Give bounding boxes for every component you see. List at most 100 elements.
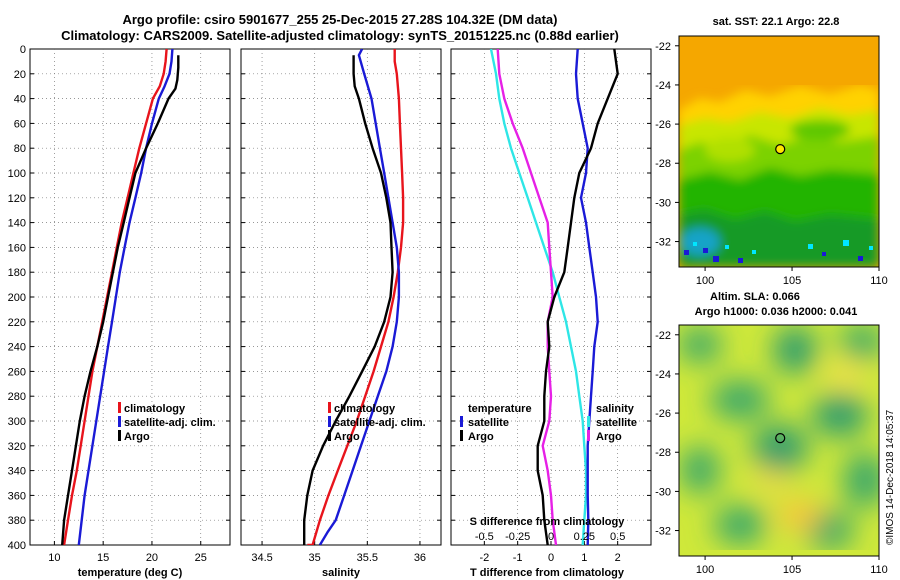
lat-tick-label-22: -22 bbox=[655, 41, 671, 53]
series-line-climatology bbox=[307, 49, 405, 545]
s-difference-tick-labels: -0.5 -0.25 0 0.25 0.5 bbox=[475, 531, 625, 543]
sla-map-lon-labels: 100 105 110 bbox=[696, 556, 888, 576]
legend-s-argo: Argo bbox=[596, 431, 622, 443]
series-line-argo bbox=[303, 55, 394, 545]
sla-map-image bbox=[679, 325, 879, 556]
depth-tick-label-120: 120 bbox=[8, 193, 26, 205]
sst-map-lon-labels: 100 105 110 bbox=[696, 267, 888, 287]
x-tick-label-2: -2 bbox=[479, 552, 489, 564]
depth-tick-label-220: 220 bbox=[8, 317, 26, 329]
legend-argo: Argo bbox=[334, 431, 360, 443]
series-line-satellite-adj-clim bbox=[318, 49, 401, 545]
legend-argo: Argo bbox=[124, 431, 150, 443]
lat-tick-label-32: -32 bbox=[655, 237, 671, 249]
sla-argo-location-marker bbox=[775, 433, 786, 444]
legend-climatology: climatology bbox=[124, 403, 186, 415]
sst-map-panel: sat. SST: 22.1 Argo: 22.8 bbox=[655, 16, 888, 287]
salinity-series bbox=[303, 49, 405, 545]
depth-tick-label-40: 40 bbox=[14, 94, 26, 106]
temperature-series bbox=[61, 49, 180, 545]
lat-tick-label-32: -32 bbox=[655, 526, 671, 538]
salinity-xlabel: salinity bbox=[322, 567, 361, 579]
lat-tick-label-26: -26 bbox=[655, 408, 671, 420]
t-difference-tick-labels: -2 -1 0 1 2 bbox=[479, 552, 620, 564]
lat-tick-label-26: -26 bbox=[655, 119, 671, 131]
x-tick-label-35: 35 bbox=[309, 552, 321, 564]
legend-swatch-satellite bbox=[118, 416, 121, 427]
depth-tick-label-400: 400 bbox=[8, 540, 26, 552]
x-tick-label-35-5: 35.5 bbox=[357, 552, 378, 564]
x-tick-label-1: -1 bbox=[513, 552, 523, 564]
series-line-satellite-adj-clim bbox=[77, 49, 174, 545]
sla-map-subtitle: Argo h1000: 0.036 h2000: 0.041 bbox=[695, 306, 858, 318]
x-tick-label-2: 2 bbox=[615, 552, 621, 564]
legend-swatch-argo bbox=[118, 430, 121, 441]
depth-tick-label-100: 100 bbox=[8, 168, 26, 180]
salinity-panel: 34.5 35 35.5 36 salinity climatology satell… bbox=[240, 48, 442, 579]
legend-salinity-heading: salinity bbox=[596, 403, 635, 415]
x-tick-label-10: 10 bbox=[48, 552, 60, 564]
x-tick-label-1: 1 bbox=[581, 552, 587, 564]
legend-swatch-t-argo bbox=[460, 430, 463, 441]
x-tick-label-36: 36 bbox=[414, 552, 426, 564]
legend-swatch-t-satellite bbox=[460, 416, 463, 427]
figure-title-line1: Argo profile: csiro 5901677_255 25-Dec-2… bbox=[122, 12, 557, 27]
difference-series bbox=[489, 49, 619, 545]
s-tick-label-0-25: 0.25 bbox=[574, 531, 595, 543]
sla-map-panel: Altim. SLA: 0.066 Argo h1000: 0.036 h200… bbox=[655, 291, 888, 576]
difference-panel: -2 -1 0 1 2 -0.5 -0.25 0 0.25 0.5 S difference f… bbox=[450, 48, 652, 579]
legend-t-argo: Argo bbox=[468, 431, 494, 443]
legend-swatch-climatology bbox=[328, 402, 331, 413]
legend-swatch-s-argo bbox=[587, 430, 590, 441]
legend-s-satellite: satellite bbox=[596, 417, 637, 429]
depth-tick-label-280: 280 bbox=[8, 391, 26, 403]
depth-tick-label-300: 300 bbox=[8, 416, 26, 428]
lon-tick-label-110: 110 bbox=[870, 564, 888, 576]
series-line-temperature-argo bbox=[496, 49, 558, 545]
sst-argo-location-marker bbox=[775, 144, 786, 155]
series-line-salinity-argo bbox=[536, 49, 619, 545]
sla-map-lat-labels: -22 -24 -26 -28 -30 -32 bbox=[655, 330, 679, 538]
lat-tick-label-24: -24 bbox=[655, 369, 671, 381]
temperature-tick-labels: 10 15 20 25 bbox=[48, 552, 207, 564]
s-difference-label: S difference from climatology bbox=[470, 516, 626, 528]
lon-tick-label-100: 100 bbox=[696, 275, 714, 287]
legend-climatology: climatology bbox=[334, 403, 396, 415]
sla-map-field bbox=[679, 325, 879, 550]
sst-map-title: sat. SST: 22.1 Argo: 22.8 bbox=[713, 16, 840, 28]
depth-tick-label-360: 360 bbox=[8, 490, 26, 502]
salinity-tick-labels: 34.5 35 35.5 36 bbox=[251, 552, 426, 564]
sla-map-frame bbox=[678, 324, 880, 557]
sla-map-title: Altim. SLA: 0.066 bbox=[710, 291, 800, 303]
depth-tick-label-20: 20 bbox=[14, 69, 26, 81]
legend-swatch-climatology bbox=[118, 402, 121, 413]
difference-legend-right: salinity satellite Argo bbox=[587, 403, 637, 443]
t-difference-xlabel: T difference from climatology bbox=[470, 567, 625, 579]
sst-map-frame bbox=[678, 35, 880, 268]
depth-tick-labels: 0 20 40 60 80 100 120 140 160 180 200 220 240 260 280 3… bbox=[8, 44, 26, 552]
lat-tick-label-28: -28 bbox=[655, 447, 671, 459]
x-tick-label-20: 20 bbox=[146, 552, 158, 564]
series-line-temperature-satellite bbox=[489, 49, 588, 545]
s-tick-label-0: 0 bbox=[548, 531, 554, 543]
legend-swatch-satellite bbox=[328, 416, 331, 427]
legend-satellite: satellite-adj. clim. bbox=[124, 417, 216, 429]
depth-tick-label-320: 320 bbox=[8, 441, 26, 453]
lat-tick-label-22: -22 bbox=[655, 330, 671, 342]
depth-tick-label-180: 180 bbox=[8, 267, 26, 279]
lon-tick-label-105: 105 bbox=[783, 275, 801, 287]
figure-title-line2: Climatology: CARS2009. Satellite-adjuste… bbox=[61, 28, 619, 43]
sst-map-field bbox=[679, 85, 879, 267]
s-tick-label-0-5: 0.5 bbox=[610, 531, 625, 543]
depth-tick-label-260: 260 bbox=[8, 366, 26, 378]
salinity-legend: climatology satellite-adj. clim. Argo bbox=[328, 402, 426, 443]
depth-tick-label-200: 200 bbox=[8, 292, 26, 304]
sst-map-lat-labels: -22 -24 -26 -28 -30 -32 bbox=[655, 41, 679, 249]
depth-tick-label-0: 0 bbox=[20, 44, 26, 56]
lon-tick-label-105: 105 bbox=[783, 564, 801, 576]
sst-map-image bbox=[679, 36, 879, 267]
temperature-panel: 0 20 40 60 80 100 120 140 160 180 200 220 240 260 280 3… bbox=[8, 44, 231, 579]
legend-temperature-heading: temperature bbox=[468, 403, 532, 415]
series-line-argo bbox=[61, 55, 180, 545]
